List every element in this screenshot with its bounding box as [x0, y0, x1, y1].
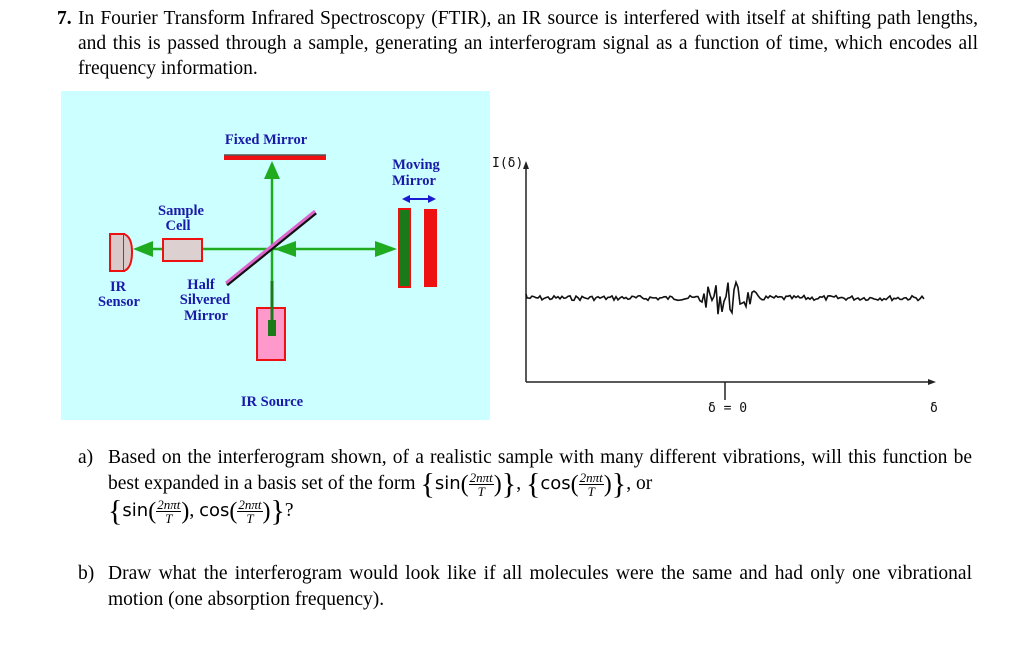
x-axis-arrow-icon [928, 379, 936, 385]
sample-cell-label-2: Cell [166, 218, 191, 234]
question-number: 7. [57, 8, 72, 29]
part-a-label: a) [78, 447, 94, 468]
sample-cell-label: Sample [158, 203, 204, 219]
x-axis-label: δ [930, 401, 938, 416]
ftir-diagram: Fixed Mirror Sample Cell IR Sensor Half … [61, 91, 490, 420]
moving-mirror [398, 208, 411, 288]
arrow-left-icon [274, 241, 296, 257]
part-a: a) Based on the interferogram shown, of … [78, 447, 972, 528]
arrow-left-icon [133, 241, 153, 257]
half-mirror-label: Half [187, 277, 215, 293]
basis-cos: {cos(2nπt T)} [525, 467, 627, 501]
moving-mirror-label: Moving [392, 157, 440, 173]
ir-sensor [109, 233, 125, 272]
y-axis-label: I(δ) [492, 156, 523, 171]
interferogram-plot: I(δ) δ = 0 δ [490, 130, 950, 425]
ir-sensor-label-2: Sensor [98, 294, 140, 310]
half-mirror-label-3: Mirror [184, 308, 229, 324]
basis-sin-cos: {sin(2nπt T), cos(2nπt T)} [108, 494, 285, 528]
arrow-up-icon [264, 161, 280, 179]
or-text: or [635, 473, 653, 494]
fixed-mirror [224, 155, 326, 160]
moving-mirror-label-2: Mirror [392, 173, 437, 189]
half-mirror-label-2: Silvered [180, 292, 230, 308]
center-label: δ = 0 [708, 401, 747, 416]
part-b-label: b) [78, 563, 95, 584]
sample-cell [162, 238, 203, 262]
fixed-mirror-label: Fixed Mirror [225, 132, 308, 148]
moving-mirror-displaced [424, 209, 437, 287]
ir-source-label: IR Source [241, 394, 304, 410]
question-text: In Fourier Transform Infrared Spectrosco… [78, 8, 978, 79]
ir-sensor-label: IR [110, 279, 127, 295]
part-b-text: Draw what the interferogram would look l… [108, 563, 972, 610]
double-arrow-icon [402, 195, 436, 203]
y-axis-arrow-icon [523, 161, 529, 169]
basis-sin: {sin(2nπt T)} [420, 467, 517, 501]
half-silvered-mirror [226, 211, 317, 287]
arrow-right-icon [375, 241, 397, 257]
part-a-text: Based on the interferogram shown, of a r… [108, 447, 972, 494]
interferogram-trace [525, 279, 925, 316]
part-b: b) Draw what the interferogram would loo… [78, 561, 972, 613]
